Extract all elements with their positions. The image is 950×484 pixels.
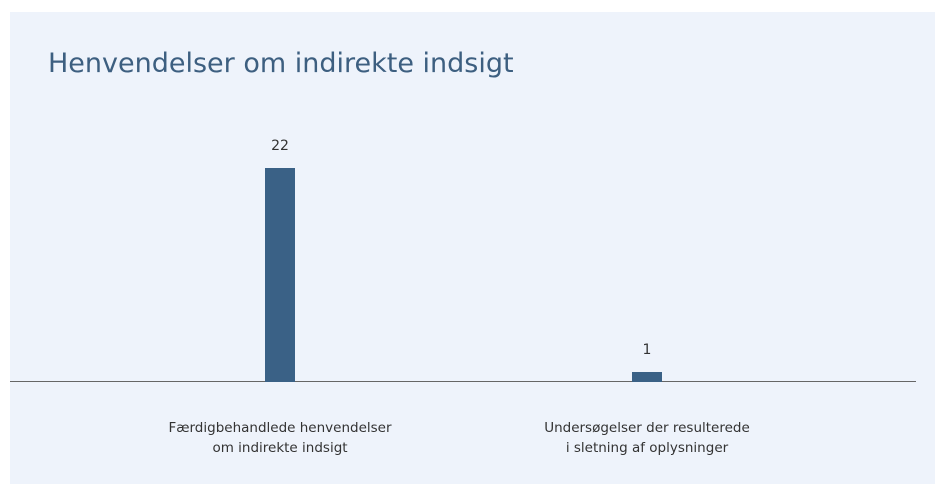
bar [265,168,295,382]
x-tick-label: Undersøgelser der resulterede i sletning… [544,420,750,456]
chart-panel: Henvendelser om indirekte indsigt Færdig… [10,12,935,484]
baseline [10,381,916,382]
data-label: 1 [642,342,652,359]
chart-title: Henvendelser om indirekte indsigt [48,48,514,79]
data-label: 22 [271,138,289,154]
bar [632,372,662,382]
x-tick-label: Færdigbehandlede henvendelser om indirek… [168,420,392,456]
